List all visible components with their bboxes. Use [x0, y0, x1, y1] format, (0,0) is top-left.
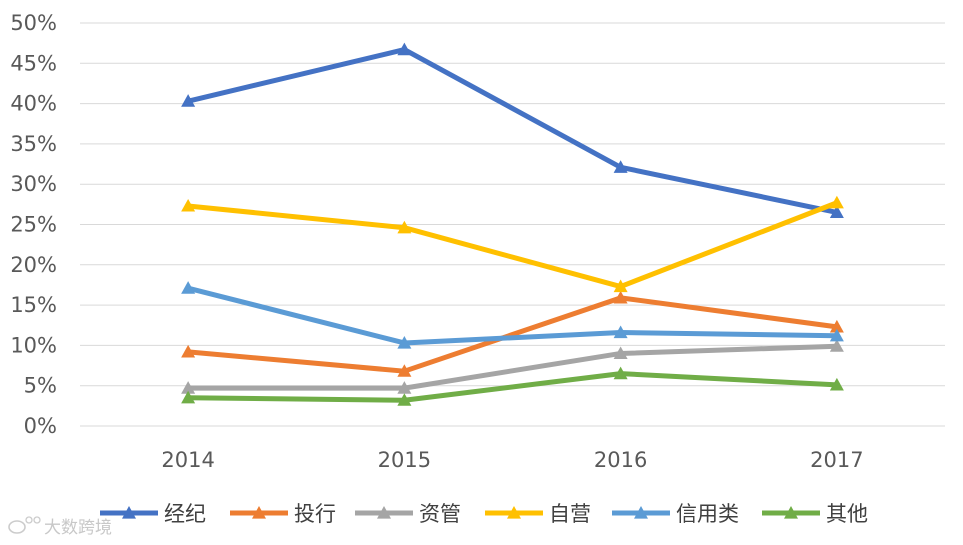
x-tick-label: 2017 — [810, 448, 863, 472]
y-tick-label: 10% — [10, 333, 57, 357]
legend-label: 资管 — [419, 502, 461, 526]
series-line — [185, 343, 840, 391]
series-line — [185, 295, 840, 374]
data-point-marker — [613, 325, 628, 339]
y-tick-label: 20% — [10, 253, 57, 277]
legend-label: 自营 — [549, 502, 591, 526]
legend-item: 资管 — [355, 502, 461, 526]
legend-label: 其他 — [826, 502, 868, 526]
data-point-marker — [397, 335, 412, 349]
legend-item: 自营 — [485, 502, 591, 526]
data-point-marker — [613, 366, 628, 380]
legend-label: 投行 — [294, 502, 336, 526]
data-point-marker — [181, 94, 196, 107]
x-tick-label: 2015 — [378, 448, 431, 472]
data-point-marker — [829, 328, 844, 342]
series-line — [185, 285, 840, 346]
y-tick-label: 5% — [24, 374, 57, 398]
data-point-marker — [613, 346, 628, 360]
data-point-marker — [397, 220, 412, 234]
legend: 经纪 投行 资管 自营 信用类 其他 — [100, 502, 868, 526]
legend-item: 信用类 — [612, 502, 739, 526]
y-tick-label: 35% — [10, 132, 57, 156]
series-4 — [181, 195, 844, 293]
series-6 — [181, 366, 844, 406]
series-2 — [181, 290, 844, 377]
legend-marker — [507, 506, 521, 519]
y-axis: 0% 5% 10% 15% 20% 25% 30% 35% 40% 45% 50% — [10, 11, 57, 438]
y-tick-label: 30% — [10, 172, 57, 196]
series-3 — [181, 339, 844, 394]
legend-label: 信用类 — [676, 502, 739, 526]
x-axis: 2014 2015 2016 2017 — [161, 448, 863, 472]
watermark: 大数跨境 — [8, 516, 112, 538]
series-1 — [181, 42, 844, 219]
data-point-marker — [829, 377, 844, 391]
gridlines — [80, 22, 945, 427]
data-point-marker — [397, 42, 412, 56]
data-point-marker — [181, 281, 196, 294]
data-point-marker — [181, 344, 196, 358]
data-point-marker — [397, 381, 412, 394]
x-tick-label: 2014 — [161, 448, 214, 472]
legend-marker — [784, 506, 798, 519]
data-point-marker — [181, 198, 196, 212]
data-point-marker — [829, 205, 844, 219]
data-point-marker — [397, 393, 412, 406]
y-tick-label: 0% — [24, 414, 57, 438]
legend-item: 投行 — [230, 502, 336, 526]
legend-marker — [377, 506, 391, 519]
data-point-marker — [613, 160, 628, 173]
series-5 — [181, 281, 844, 349]
series-line — [185, 47, 840, 215]
data-point-marker — [829, 339, 844, 352]
data-point-marker — [829, 319, 844, 333]
legend-item: 其他 — [762, 502, 868, 526]
y-tick-label: 50% — [10, 11, 57, 35]
data-point-marker — [829, 195, 844, 209]
y-tick-label: 40% — [10, 92, 57, 116]
series-line — [185, 200, 840, 290]
legend-marker — [634, 506, 648, 519]
series-line — [185, 371, 840, 403]
data-point-marker — [613, 290, 628, 304]
watermark-text: 大数跨境 — [44, 518, 112, 538]
y-tick-label: 15% — [10, 293, 57, 317]
data-point-marker — [613, 279, 628, 293]
legend-marker — [252, 506, 266, 519]
series-lines — [181, 42, 844, 406]
legend-marker — [122, 506, 136, 519]
x-tick-label: 2016 — [594, 448, 647, 472]
data-point-marker — [397, 364, 412, 377]
weibo-logo-icon — [8, 516, 41, 534]
y-tick-label: 25% — [10, 213, 57, 237]
legend-item: 经纪 — [100, 502, 206, 526]
data-point-marker — [181, 381, 196, 394]
legend-label: 经纪 — [164, 502, 206, 526]
data-point-marker — [181, 390, 196, 404]
y-tick-label: 45% — [10, 51, 57, 75]
